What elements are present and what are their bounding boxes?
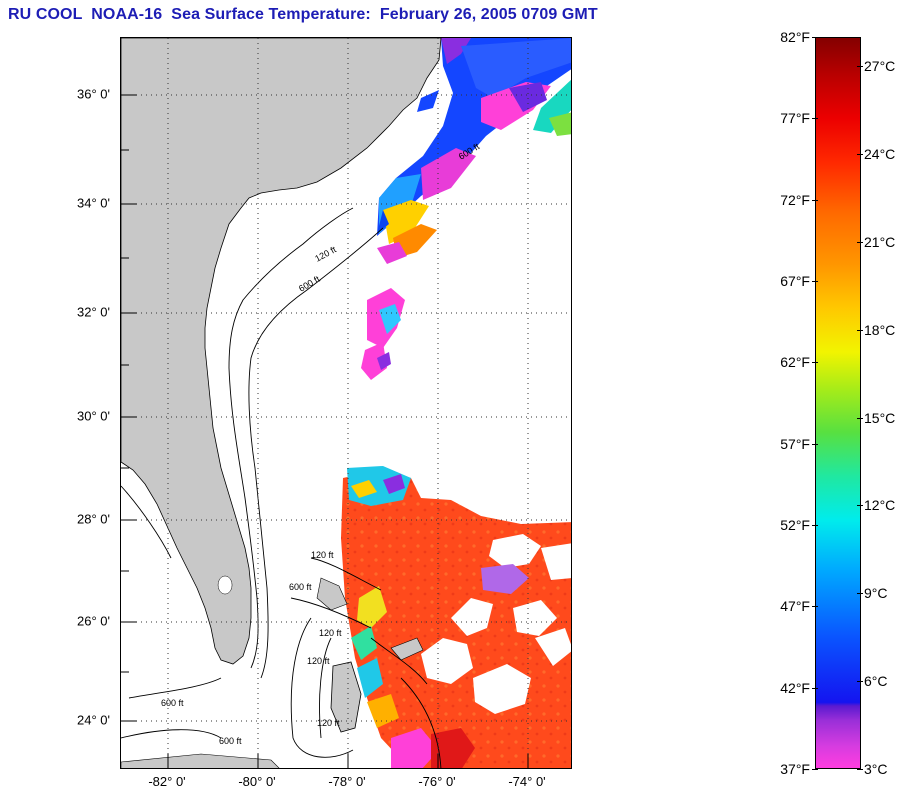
sst-map: 120 ft 600 ft 120 ft 600 ft 120 ft 120 f… [120,37,572,769]
contour-label-600: 600 ft [219,736,242,746]
lat-label-26: 26° 0' [77,613,110,629]
colorbar-tick [812,443,818,445]
contour-label-600: 600 ft [289,582,312,592]
colorbar-tick [812,362,818,364]
colorbar-tick [857,329,863,331]
f-label-52: 52°F [780,517,810,533]
f-label-82: 82°F [780,29,810,45]
contour-label-120: 120 ft [313,244,338,264]
colorbar-tick [857,769,863,770]
lat-label-24: 24° 0' [77,712,110,728]
contour-label-600: 600 ft [297,274,322,294]
colorbar-tick [812,118,818,120]
colorbar-tick [812,606,818,608]
f-label-37: 37°F [780,761,810,777]
f-label-62: 62°F [780,354,810,371]
lon-label-74: -74° 0' [508,774,546,789]
colorbar-tick [857,66,863,68]
f-label-47: 47°F [780,598,810,615]
contour-label-120: 120 ft [319,628,342,638]
colorbar-tick [812,525,818,526]
contour-label-120: 120 ft [317,718,340,728]
contour-label-600: 600 ft [161,698,184,708]
f-label-42: 42°F [780,679,810,696]
contour-label-120: 120 ft [311,550,334,560]
c-label-21: 21°C [864,233,896,250]
c-label-24: 24°C [864,146,896,163]
colorbar-tick [857,241,863,243]
f-label-77: 77°F [780,110,810,127]
frame-ticks [121,94,529,768]
lon-label-80: -80° 0' [238,774,276,789]
sst-north [377,38,571,264]
colorbar-tick [857,505,863,507]
c-label-3: 3°C [864,761,888,777]
colorbar-tick [857,681,863,683]
lat-label-36: 36° 0' [77,86,110,102]
lon-label-82: -82° 0' [148,774,186,789]
contour-label-120: 120 ft [307,656,330,666]
colorbar-tick [857,154,863,156]
lat-label-32: 32° 0' [77,304,110,320]
graticule [121,38,571,768]
f-label-67: 67°F [780,273,810,289]
f-label-57: 57°F [780,435,810,452]
lon-label-78: -78° 0' [328,774,366,789]
lat-label-34: 34° 0' [77,195,110,211]
colorbar-tick [812,687,818,689]
c-label-6: 6°C [864,673,888,690]
colorbar-tick [812,199,818,201]
bathymetry-contours [121,207,442,768]
sst-mid [361,288,405,380]
sst-south [341,466,571,768]
c-label-18: 18°C [864,321,896,338]
c-label-9: 9°C [864,585,888,602]
page-title: RU COOL NOAA-16 Sea Surface Temperature:… [8,6,598,23]
f-label-72: 72°F [780,191,810,208]
colorbar-tick [857,593,863,595]
lat-label-28: 28° 0' [77,511,110,527]
colorbar-tick [812,281,818,282]
colorbar-tick [812,37,818,38]
land [121,38,442,768]
lon-label-76: -76° 0' [418,774,456,789]
c-label-27: 27°C [864,58,896,75]
c-label-12: 12°C [864,497,896,514]
colorbar-tick [857,417,863,419]
c-label-15: 15°C [864,409,896,426]
temperature-colorbar [815,37,861,769]
lat-label-30: 30° 0' [77,408,110,424]
colorbar-tick [812,769,818,770]
